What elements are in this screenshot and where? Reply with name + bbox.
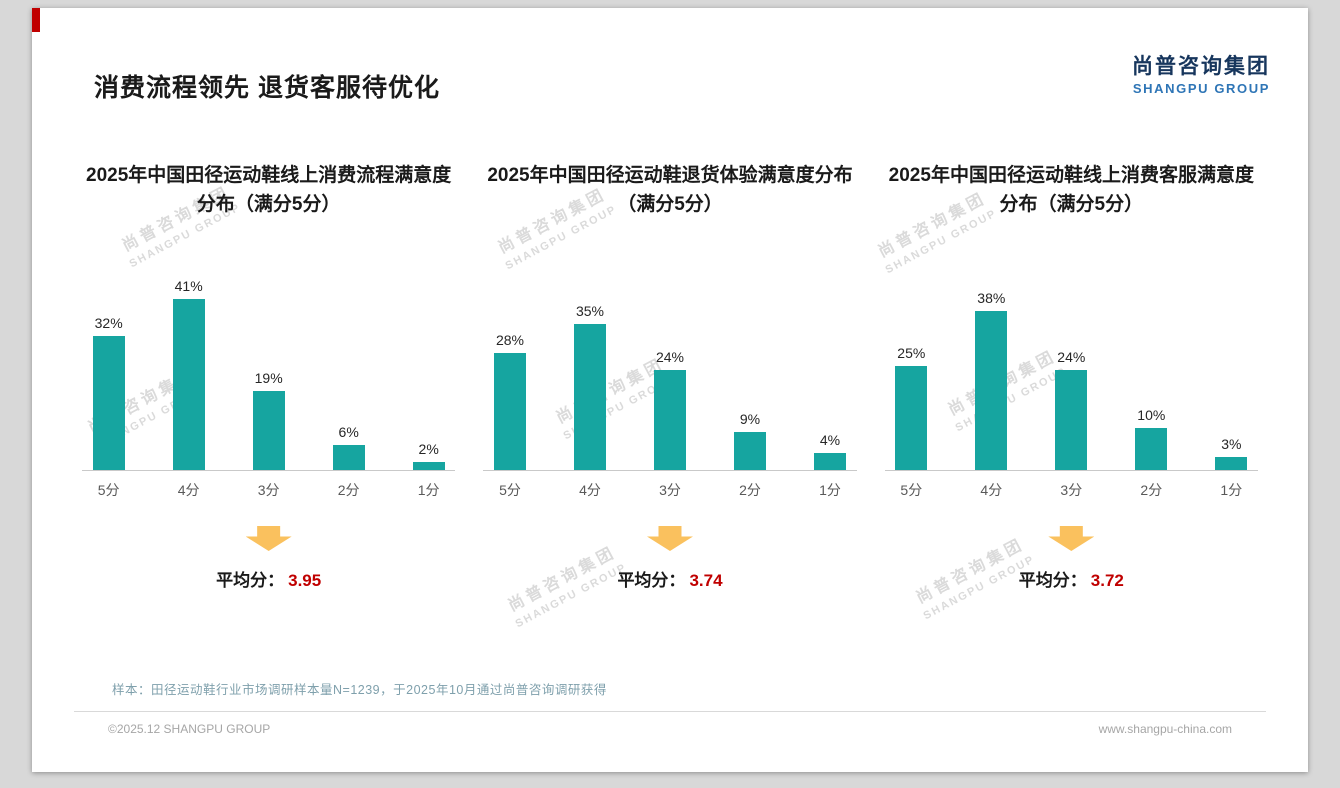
sample-note: 样本：田径运动鞋行业市场调研样本量N=1239，于2025年10月通过尚普咨询调…: [112, 683, 607, 697]
category-label: 3分: [659, 482, 681, 498]
arrow-wrap: [885, 526, 1258, 552]
footer-copyright: ©2025.12 SHANGPU GROUP: [108, 722, 271, 736]
bar: [733, 432, 766, 470]
category-label: 4分: [579, 482, 601, 498]
bar-value-label: 25%: [897, 345, 926, 361]
logo-cn-text: 尚普咨询集团: [1132, 55, 1270, 78]
category-axis: 5分 4分 3分 2分 1分: [885, 480, 1258, 500]
footer-website: www.shangpu-china.com: [1098, 722, 1232, 736]
bar-value-label: 28%: [495, 332, 524, 348]
bar: [252, 391, 285, 470]
bar-group: 41%: [172, 258, 205, 470]
category-axis: 5分 4分 3分 2分 1分: [483, 480, 856, 500]
bar-group: 9%: [733, 258, 766, 470]
bar: [1055, 370, 1088, 470]
bar-group: 25%: [895, 258, 928, 470]
bar-group: 35%: [573, 258, 606, 470]
category-label: 3分: [257, 482, 280, 498]
chart-customer-service: 2025年中国田径运动鞋线上消费客服满意度分布（满分5分） 25% 38% 24% 1…: [871, 162, 1272, 591]
category-label: 3分: [1060, 482, 1083, 498]
category-label: 2分: [337, 482, 360, 498]
average-value: 3.74: [689, 571, 723, 590]
bar: [975, 311, 1008, 470]
average-row: 平均分： 3.74: [483, 566, 856, 591]
bar-value-label: 35%: [575, 303, 604, 319]
bar-plot: 25% 38% 24% 10% 3%: [884, 258, 1258, 471]
bar-value-label: 38%: [977, 290, 1006, 306]
bar: [1135, 428, 1168, 470]
page-title: 消费流程领先 退货客服待优化: [94, 74, 440, 102]
slide: 尚普咨询集团 SHANGPU GROUP 尚普咨询集团 SHANGPU GROU…: [32, 8, 1308, 772]
bar-group: 19%: [252, 258, 285, 470]
chart-title: 2025年中国田径运动鞋退货体验满意度分布（满分5分）: [487, 165, 853, 215]
chart-title: 2025年中国田径运动鞋线上消费流程满意度分布（满分5分）: [86, 165, 452, 215]
average-row: 平均分： 3.72: [885, 566, 1258, 591]
bar-value-label: 3%: [1221, 436, 1242, 452]
bar-value-label: 32%: [94, 315, 123, 331]
logo-en-text: SHANGPU GROUP: [1132, 81, 1270, 97]
bar-group: 2%: [412, 258, 445, 470]
header: 消费流程领先 退货客服待优化 尚普咨询集团 SHANGPU GROUP: [94, 54, 1270, 104]
category-label: 1分: [417, 482, 440, 498]
bar-group: 24%: [653, 258, 686, 470]
bar-value-label: 19%: [254, 370, 283, 386]
category-label: 2分: [1140, 482, 1163, 498]
corner-accent-bar: [32, 8, 40, 32]
bar-value-label: 10%: [1137, 407, 1166, 423]
down-arrow-icon: [1048, 526, 1095, 551]
average-label: 平均分：: [216, 571, 285, 590]
average-value: 3.95: [288, 571, 322, 590]
bar-group: 10%: [1135, 258, 1168, 470]
category-label: 1分: [819, 482, 841, 498]
category-label: 5分: [900, 482, 923, 498]
bar: [172, 299, 205, 470]
bar-value-label: 41%: [174, 278, 203, 294]
bar: [332, 445, 365, 470]
category-label: 2分: [739, 482, 761, 498]
bar-value-label: 2%: [418, 441, 439, 457]
category-label: 4分: [177, 482, 200, 498]
average-value: 3.72: [1090, 571, 1124, 590]
bar: [493, 353, 526, 470]
bar-value-label: 9%: [739, 411, 761, 427]
arrow-wrap: [82, 526, 455, 552]
bar-value-label: 24%: [655, 349, 684, 365]
bar-group: 6%: [332, 258, 365, 470]
bar: [653, 370, 686, 470]
bar-value-label: 6%: [338, 424, 359, 440]
category-label: 5分: [97, 482, 120, 498]
bar-group: 32%: [92, 258, 125, 470]
bar-plot: 32% 41% 19% 6% 2%: [82, 258, 456, 471]
bar: [412, 462, 445, 470]
category-axis: 5分 4分 3分 2分 1分: [82, 480, 455, 500]
bar-value-label: 4%: [819, 432, 841, 448]
category-label: 5分: [499, 482, 521, 498]
bar: [92, 336, 125, 470]
average-label: 平均分：: [1018, 571, 1087, 590]
chart-return-experience: 2025年中国田径运动鞋退货体验满意度分布（满分5分） 28% 35% 24% 9% 4…: [469, 162, 870, 591]
down-arrow-icon: [646, 526, 693, 551]
average-label: 平均分：: [617, 571, 686, 590]
category-label: 1分: [1220, 482, 1243, 498]
average-row: 平均分： 3.95: [82, 566, 455, 591]
bar-group: 28%: [493, 258, 526, 470]
chart-title: 2025年中国田径运动鞋线上消费客服满意度分布（满分5分）: [888, 165, 1254, 215]
charts-row: 2025年中国田径运动鞋线上消费流程满意度分布（满分5分） 32% 41% 19% 6…: [68, 162, 1272, 591]
company-logo: 尚普咨询集团 SHANGPU GROUP: [1132, 54, 1270, 97]
chart-consumption-process: 2025年中国田径运动鞋线上消费流程满意度分布（满分5分） 32% 41% 19% 6…: [68, 162, 469, 591]
bar: [1215, 457, 1248, 470]
bar-value-label: 24%: [1057, 349, 1086, 365]
bar: [895, 366, 928, 470]
bar-group: 3%: [1215, 258, 1248, 470]
footer: ©2025.12 SHANGPU GROUP www.shangpu-china…: [74, 711, 1266, 736]
bar-group: 4%: [813, 258, 846, 470]
bar: [573, 324, 606, 470]
arrow-wrap: [483, 526, 856, 552]
category-label: 4分: [980, 482, 1003, 498]
down-arrow-icon: [245, 526, 292, 551]
bar-group: 24%: [1055, 258, 1088, 470]
bar: [813, 453, 846, 470]
bar-plot: 28% 35% 24% 9% 4%: [483, 258, 857, 471]
bar-group: 38%: [975, 258, 1008, 470]
